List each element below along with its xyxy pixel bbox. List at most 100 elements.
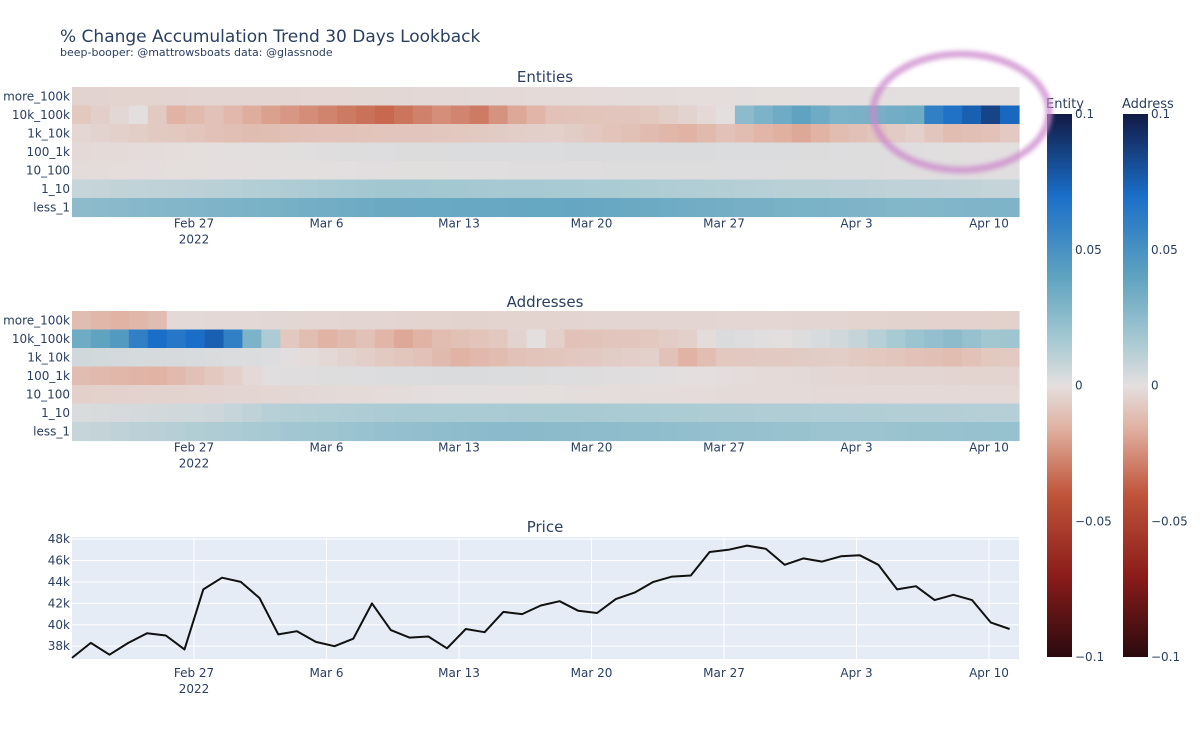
heatmap-cell [72,366,92,386]
heatmap-cell [375,422,395,442]
heatmap-cell [469,403,490,423]
y-tick-label: 1k_10k [27,350,70,364]
heatmap-cell [393,329,414,349]
heatmap-cell [829,403,850,423]
heatmap-cell [337,124,357,144]
heatmap-cell [640,179,660,199]
heatmap-cell [583,142,603,162]
heatmap-cell [659,422,679,442]
heatmap-cell [128,422,149,442]
heatmap-cell [943,329,963,349]
heatmap-cell [791,87,812,107]
heatmap-cell [469,198,490,218]
heatmap-cell [905,329,925,349]
heatmap-cell [583,385,603,405]
heatmap-cell [905,87,925,107]
heatmap-cell [848,198,869,218]
heatmap-cell [280,142,300,162]
x-tick-label: Mar 27 [703,217,745,231]
heatmap-cell [242,311,262,331]
heatmap-cell [715,198,736,218]
heatmap-cell [318,348,338,368]
heatmap-cell [810,161,831,181]
heatmap-cell [621,366,641,386]
heatmap-cell [848,366,869,386]
heatmap-cell [905,179,925,199]
y-tick-label: 10k_100k [12,108,70,122]
price-y-tick-label: 38k [48,639,70,653]
heatmap-cell [886,87,906,107]
colorbar-tick-label: 0.1 [1151,107,1170,121]
heatmap-cell [223,329,244,349]
heatmap-cell [147,422,168,442]
heatmap-cell [318,161,338,181]
heatmap-cell [72,329,92,349]
heatmap-cell [564,142,584,162]
heatmap-cell [223,161,244,181]
heatmap-cell [640,385,660,405]
addresses-x-axis: Feb 27 Mar 6 Mar 13 Mar 20 Mar 27 Apr 3 Apr 10… [174,441,1009,471]
heatmap-cell [469,329,490,349]
heatmap-cell [829,329,850,349]
heatmap-cell [848,124,869,144]
heatmap-cell [772,124,793,144]
heatmap-cell [848,348,869,368]
heatmap-cell [375,105,395,125]
heatmap-cell [128,179,149,199]
heatmap-cell [261,105,281,125]
heatmap-cell [924,311,944,331]
heatmap-cell [375,161,395,181]
heatmap-cell [318,179,338,199]
heatmap-cell [753,105,774,125]
heatmap-cell [753,366,774,386]
heatmap-cell [715,311,736,331]
heatmap-cell [90,348,111,368]
price-y-tick-label: 40k [48,618,70,632]
heatmap-cell [450,87,471,107]
heatmap-cell [734,198,755,218]
heatmap-cell [943,87,963,107]
heatmap-cell [583,311,603,331]
heatmap-cell [791,366,812,386]
heatmap-cell [204,385,225,405]
heatmap-cell [507,87,528,107]
heatmap-cell [697,348,717,368]
heatmap-cell [109,422,130,442]
heatmap-cell [962,198,982,218]
heatmap-cell [469,311,490,331]
heatmap-cell [886,105,906,125]
heatmap-cell [753,403,774,423]
heatmap-cell [791,311,812,331]
heatmap-cell [412,422,433,442]
heatmap-cell [753,142,774,162]
heatmap-cell [128,366,149,386]
heatmap-cell [697,142,717,162]
heatmap-cell [848,311,869,331]
heatmap-cell [488,124,509,144]
heatmap-cell [526,311,547,331]
heatmap-cell [412,403,433,423]
heatmap-cell [829,105,850,125]
heatmap-cell [204,105,225,125]
heatmap-cell [715,124,736,144]
heatmap-cell [583,422,603,442]
heatmap-cell [772,311,793,331]
heatmap-cell [564,366,584,386]
heatmap-cell [318,366,338,386]
heatmap-cell [147,142,168,162]
heatmap-cell [109,105,130,125]
heatmap-cell [337,179,357,199]
heatmap-cell [318,105,338,125]
heatmap-cell [848,385,869,405]
heatmap-cell [412,124,433,144]
heatmap-cell [393,142,414,162]
heatmap-cell [981,348,1001,368]
heatmap-cell [299,161,319,181]
y-tick-label: less_1 [33,424,70,438]
heatmap-cell [223,311,244,331]
heatmap-cell [147,348,168,368]
heatmap-cell [886,198,906,218]
heatmap-cell [924,329,944,349]
heatmap-cell [166,198,187,218]
heatmap-cell [223,385,244,405]
